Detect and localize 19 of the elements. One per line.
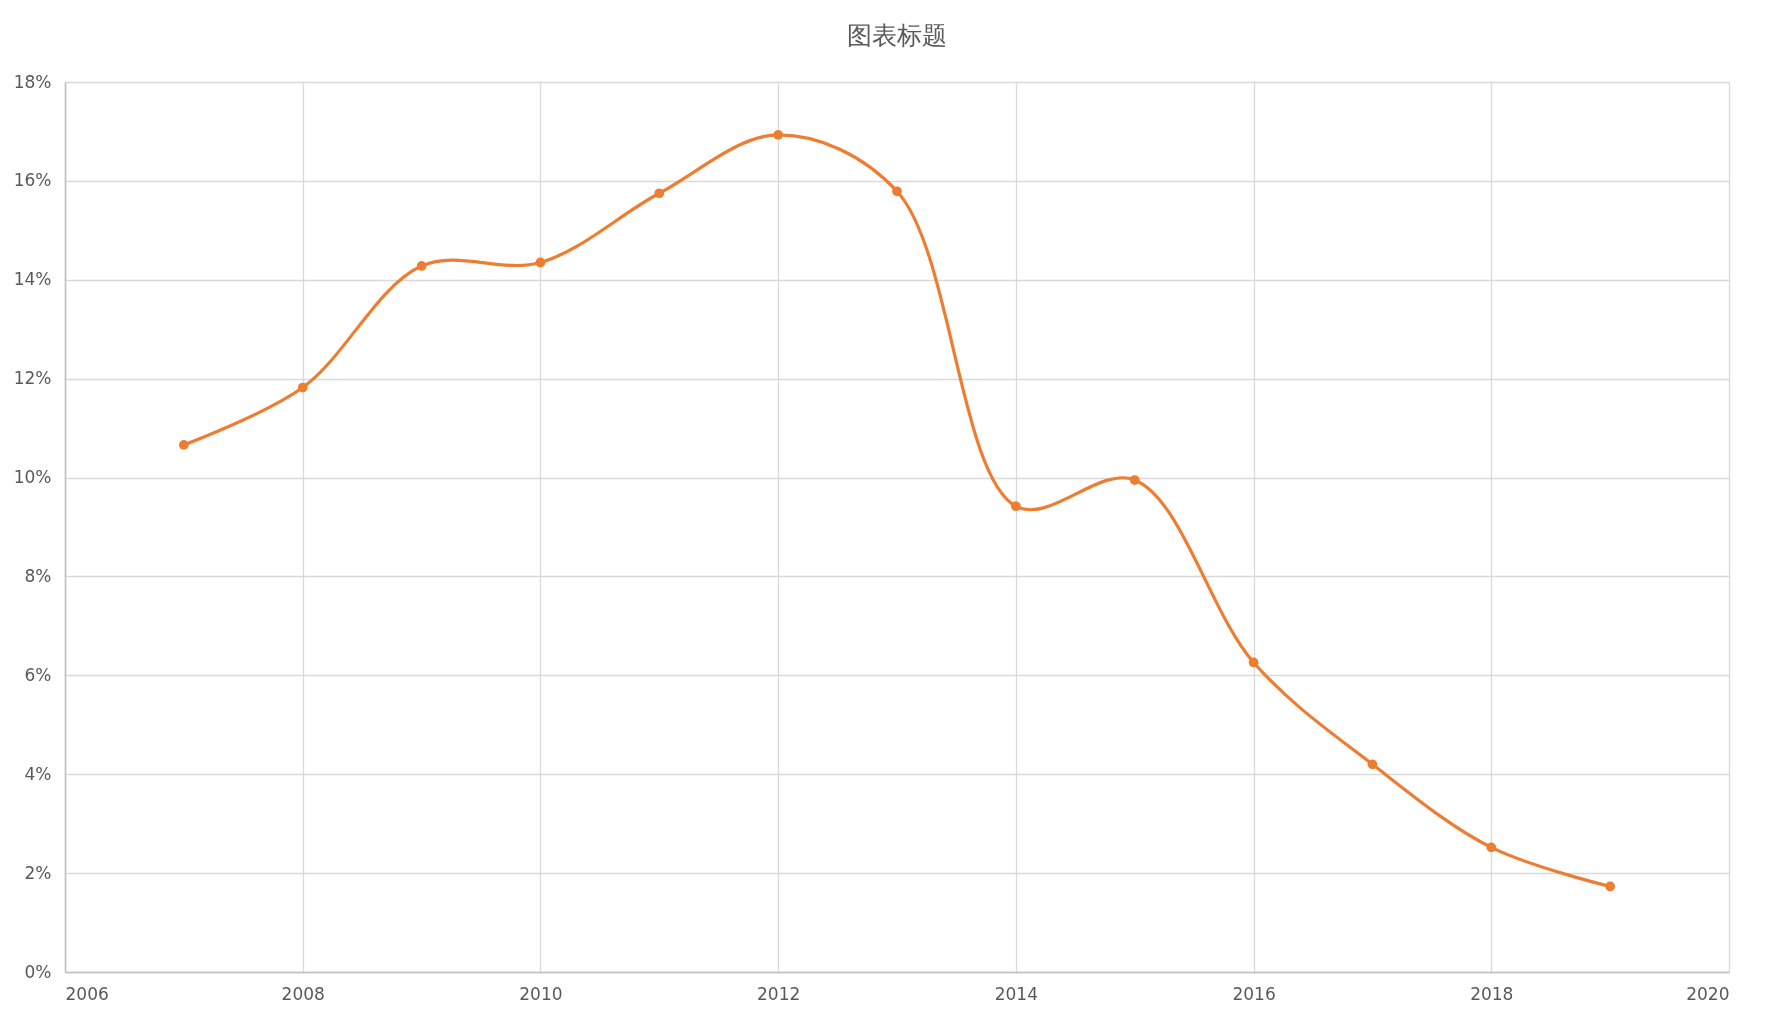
x-tick-label: 2018 (1470, 983, 1514, 1004)
x-tick-label: 2010 (519, 983, 563, 1004)
y-tick-label: 2% (24, 862, 52, 883)
y-tick-label: 0% (24, 961, 52, 982)
chart-title: 图表标题 (847, 21, 947, 50)
y-tick-label: 4% (24, 763, 52, 784)
x-tick-label: 2006 (65, 983, 109, 1004)
x-tick-label: 2014 (994, 983, 1038, 1004)
y-tick-label: 14% (13, 269, 52, 290)
y-tick-label: 12% (13, 368, 52, 389)
x-tick-label: 2016 (1232, 983, 1276, 1004)
x-tick-label: 2008 (281, 983, 325, 1004)
y-tick-label: 16% (13, 170, 52, 191)
y-tick-label: 18% (13, 71, 52, 92)
x-tick-label: 2020 (1686, 983, 1730, 1004)
x-tick-label: 2012 (757, 983, 801, 1004)
y-tick-label: 6% (24, 664, 52, 685)
y-tick-label: 8% (24, 565, 52, 586)
y-tick-label: 10% (13, 467, 52, 488)
